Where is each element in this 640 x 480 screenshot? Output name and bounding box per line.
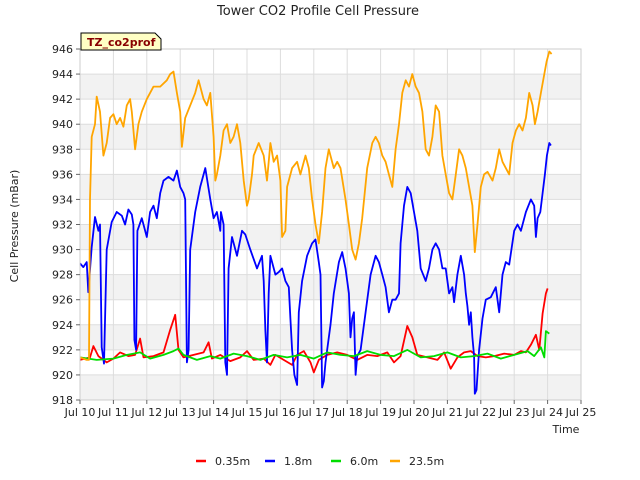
- x-axis-ticks: Jul 10 Jul 11 Jul 12 Jul 13 Jul 14 Jul 15 Jul …: [64, 400, 597, 419]
- y-tick-label: 946: [52, 43, 73, 56]
- station-badge: TZ_co2prof: [80, 32, 162, 51]
- y-axis-ticks: 918 920 922 924 926 928 930 932 934 936 938 940 942 9…: [52, 43, 80, 407]
- x-tick-label: Jul 12: [130, 406, 162, 419]
- background-band: [80, 49, 581, 75]
- x-tick-label: Jul 18: [331, 406, 363, 419]
- background-band: [80, 99, 581, 125]
- legend-label: 0.35m: [215, 455, 250, 468]
- y-tick-label: 944: [52, 68, 73, 81]
- background-band: [80, 224, 581, 250]
- y-tick-label: 918: [52, 394, 73, 407]
- y-axis-label: Cell Pressure (mBar): [8, 170, 21, 283]
- y-tick-label: 924: [52, 319, 73, 332]
- x-tick-label: Jul 25: [565, 406, 597, 419]
- legend-label: 23.5m: [409, 455, 444, 468]
- background-band: [80, 199, 581, 225]
- x-tick-label: Jul 22: [464, 406, 496, 419]
- x-tick-label: Jul 11: [97, 406, 129, 419]
- series-line-6.0m: [79, 330, 550, 361]
- y-tick-label: 926: [52, 294, 73, 307]
- legend: 0.35m 1.8m 6.0m 23.5m: [196, 455, 444, 468]
- background-band: [80, 74, 581, 100]
- background-band: [80, 274, 581, 300]
- badge-label: TZ_co2prof: [87, 36, 156, 49]
- x-tick-label: Jul 24: [531, 406, 563, 419]
- x-tick-label: Jul 20: [398, 406, 430, 419]
- y-tick-label: 932: [52, 219, 73, 232]
- x-tick-label: Jul 17: [297, 406, 329, 419]
- series-line-0.35m: [79, 288, 549, 374]
- legend-label: 1.8m: [284, 455, 312, 468]
- x-tick-label: Jul 13: [164, 406, 196, 419]
- x-tick-label: Jul 14: [197, 406, 229, 419]
- background-band: [80, 374, 581, 400]
- x-tick-label: Jul 15: [231, 406, 263, 419]
- y-tick-label: 936: [52, 168, 73, 181]
- x-tick-label: Jul 16: [264, 406, 296, 419]
- x-axis-label: Time: [552, 423, 580, 436]
- y-tick-label: 938: [52, 143, 73, 156]
- background-band: [80, 249, 581, 275]
- x-tick-label: Jul 23: [498, 406, 530, 419]
- y-tick-label: 930: [52, 244, 73, 257]
- y-tick-label: 934: [52, 193, 73, 206]
- background-band: [80, 124, 581, 150]
- series-line-1.8m: [79, 142, 552, 395]
- x-tick-label: Jul 19: [364, 406, 396, 419]
- legend-label: 6.0m: [350, 455, 378, 468]
- background-band: [80, 174, 581, 200]
- y-tick-label: 922: [52, 344, 73, 357]
- series-line-23.5m: [79, 50, 553, 361]
- x-tick-label: Jul 21: [431, 406, 463, 419]
- chart-title: Tower CO2 Profile Cell Pressure: [216, 4, 419, 19]
- y-tick-label: 920: [52, 369, 73, 382]
- x-tick-label: Jul 10: [64, 406, 96, 419]
- badge-box: [80, 32, 162, 51]
- y-tick-label: 942: [52, 93, 73, 106]
- y-tick-label: 928: [52, 269, 73, 282]
- series-layer: [79, 50, 553, 395]
- y-tick-label: 940: [52, 118, 73, 131]
